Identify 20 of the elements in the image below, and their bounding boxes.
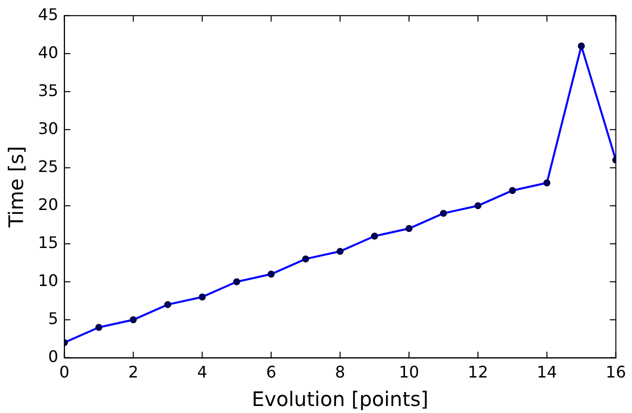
y-tick-label: 5: [48, 308, 58, 328]
y-tick-label: 40: [38, 42, 58, 62]
y-tick-label: 20: [38, 194, 58, 214]
y-axis-title: Time [s]: [4, 146, 28, 228]
x-tick-label: 16: [606, 362, 626, 382]
y-tick-label: 25: [38, 156, 58, 176]
x-axis-title: Evolution [points]: [252, 387, 428, 412]
x-tick-label: 14: [536, 362, 558, 382]
y-tick-label: 10: [38, 270, 58, 290]
x-tick-label: 6: [266, 362, 276, 382]
x-tick-label: 10: [398, 362, 420, 382]
y-tick-label: 15: [38, 232, 58, 252]
x-tick-label: 8: [334, 362, 346, 382]
y-tick-label: 35: [38, 80, 58, 100]
y-tick-label: 0: [48, 346, 58, 366]
x-tick-label: 2: [128, 362, 138, 382]
y-tick-label: 30: [38, 118, 58, 138]
x-tick-label: 4: [197, 362, 208, 382]
y-tick-label: 45: [38, 4, 58, 24]
x-tick-label: 12: [468, 362, 488, 382]
